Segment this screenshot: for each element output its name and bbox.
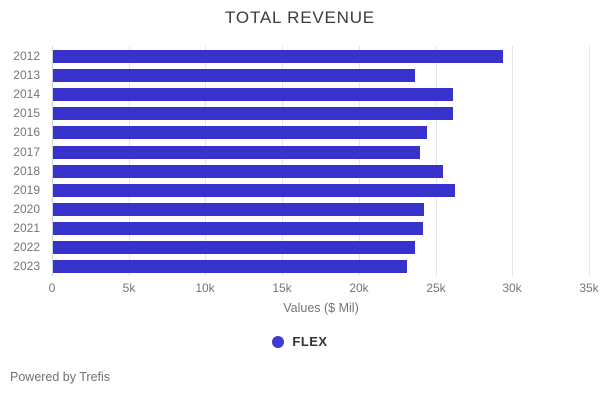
gridline-20k bbox=[359, 46, 360, 276]
bar-2021[interactable] bbox=[53, 222, 423, 235]
bar-2022[interactable] bbox=[53, 241, 415, 254]
x-tick-25k: 25k bbox=[426, 281, 446, 295]
bar-2013[interactable] bbox=[53, 69, 415, 82]
chart-title: TOTAL REVENUE bbox=[225, 8, 375, 27]
x-tick-20k: 20k bbox=[349, 281, 369, 295]
legend-dot-icon bbox=[272, 335, 285, 348]
x-tick-30k: 30k bbox=[502, 281, 522, 295]
y-label-2019: 2019 bbox=[13, 183, 40, 197]
bar-2023[interactable] bbox=[53, 260, 407, 273]
y-label-2016: 2016 bbox=[13, 125, 40, 139]
y-label-2017: 2017 bbox=[13, 145, 40, 159]
bar-2014[interactable] bbox=[53, 88, 453, 101]
x-axis-title: Values ($ Mil) bbox=[283, 301, 359, 315]
x-tick-15k: 15k bbox=[272, 281, 292, 295]
gridline-25k bbox=[436, 46, 437, 276]
bar-2017[interactable] bbox=[53, 146, 420, 159]
bar-2016[interactable] bbox=[53, 126, 427, 139]
y-label-2020: 2020 bbox=[13, 202, 40, 216]
gridline-10k bbox=[205, 46, 206, 276]
y-label-2022: 2022 bbox=[13, 240, 40, 254]
y-label-2012: 2012 bbox=[13, 49, 40, 63]
gridline-35k bbox=[589, 46, 590, 276]
y-label-2021: 2021 bbox=[13, 221, 40, 235]
bar-2018[interactable] bbox=[53, 165, 443, 178]
x-tick-0: 0 bbox=[48, 281, 56, 295]
y-label-2015: 2015 bbox=[13, 106, 40, 120]
gridline-5k bbox=[129, 46, 130, 276]
bar-2015[interactable] bbox=[53, 107, 453, 120]
gridline-30k bbox=[512, 46, 513, 276]
bar-2020[interactable] bbox=[53, 203, 424, 216]
bar-2019[interactable] bbox=[53, 184, 455, 197]
x-tick-5k: 5k bbox=[122, 281, 136, 295]
legend-label: FLEX bbox=[292, 334, 328, 349]
y-label-2023: 2023 bbox=[13, 259, 40, 273]
legend-item-flex[interactable]: FLEX bbox=[0, 334, 600, 349]
powered-by-trefis: Powered by Trefis bbox=[10, 370, 111, 384]
x-tick-10k: 10k bbox=[195, 281, 215, 295]
y-label-2014: 2014 bbox=[13, 87, 40, 101]
y-label-2013: 2013 bbox=[13, 68, 40, 82]
gridline-15k bbox=[282, 46, 283, 276]
y-axis-line bbox=[52, 46, 53, 276]
x-tick-35k: 35k bbox=[579, 281, 599, 295]
y-label-2018: 2018 bbox=[13, 164, 40, 178]
bar-2012[interactable] bbox=[53, 50, 503, 63]
